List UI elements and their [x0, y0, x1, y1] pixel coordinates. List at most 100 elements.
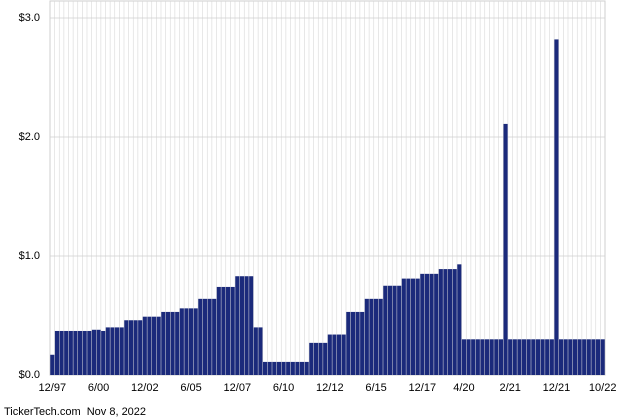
x-tick-label: 12/17 — [409, 382, 437, 394]
bar — [189, 308, 194, 375]
bar — [411, 278, 416, 375]
bar — [249, 276, 254, 375]
bar — [290, 361, 295, 375]
bar — [549, 339, 554, 375]
bar — [152, 316, 157, 375]
bar — [87, 330, 92, 375]
bar — [443, 269, 448, 375]
bar — [420, 273, 425, 375]
bar — [350, 311, 355, 375]
bar — [165, 311, 170, 375]
bar — [475, 339, 480, 375]
bar — [133, 320, 138, 375]
bar — [82, 330, 87, 375]
bar — [115, 327, 120, 375]
bar — [124, 320, 129, 375]
bar — [295, 361, 300, 375]
bar — [193, 308, 198, 375]
bar — [263, 361, 268, 375]
bar — [387, 285, 392, 375]
bar — [221, 286, 226, 375]
bar — [415, 278, 420, 375]
bar — [540, 339, 545, 375]
bar — [212, 298, 217, 375]
x-tick-label: 6/05 — [180, 382, 201, 394]
bar — [101, 330, 106, 375]
x-tick-label: 12/02 — [131, 382, 159, 394]
bar — [272, 361, 277, 375]
bar — [457, 264, 462, 375]
bar — [300, 361, 305, 375]
bar — [128, 320, 133, 375]
bar — [202, 298, 207, 375]
bar — [304, 361, 309, 375]
bar — [73, 330, 78, 375]
bar — [448, 269, 453, 375]
bar — [466, 339, 471, 375]
bar — [401, 278, 406, 375]
bar — [91, 329, 96, 375]
y-tick-label: $1.0 — [19, 250, 40, 262]
x-tick-label: 12/21 — [543, 382, 571, 394]
bar — [406, 278, 411, 375]
bar — [374, 298, 379, 375]
bar — [489, 339, 494, 375]
bar — [392, 285, 397, 375]
bar — [142, 316, 147, 375]
bar — [397, 285, 402, 375]
bar — [378, 298, 383, 375]
bar — [175, 311, 180, 375]
bar — [424, 273, 429, 375]
bar — [591, 339, 596, 375]
bar — [341, 334, 346, 375]
bar — [503, 123, 508, 375]
bar — [452, 269, 457, 375]
x-tick-label: 2/21 — [499, 382, 520, 394]
bar — [207, 298, 212, 375]
bar — [526, 339, 531, 375]
bar — [600, 339, 605, 375]
bar — [586, 339, 591, 375]
bar — [59, 330, 64, 375]
x-tick-label: 6/00 — [88, 382, 109, 394]
bar — [281, 361, 286, 375]
vertical-grid — [54, 1, 601, 375]
bar — [531, 339, 536, 375]
x-tick-label: 12/12 — [316, 382, 344, 394]
bar — [364, 298, 369, 375]
bar — [480, 339, 485, 375]
bar — [485, 339, 490, 375]
x-tick-label: 6/15 — [365, 382, 386, 394]
bar — [179, 308, 184, 375]
x-tick-label: 4/20 — [453, 382, 474, 394]
bar — [346, 311, 351, 375]
bar — [337, 334, 342, 375]
bar — [438, 269, 443, 375]
source-note: TickerTech.com Nov 8, 2022 — [4, 406, 146, 418]
bar — [313, 342, 318, 375]
bar — [369, 298, 374, 375]
bar — [239, 276, 244, 375]
bar — [235, 276, 240, 375]
bar — [253, 327, 258, 375]
bar — [318, 342, 323, 375]
bar — [147, 316, 152, 375]
bar — [554, 39, 559, 376]
bar — [360, 311, 365, 375]
bar — [332, 334, 337, 375]
bar — [110, 327, 115, 375]
bar — [383, 285, 388, 375]
x-tick-label: 6/10 — [273, 382, 294, 394]
bar — [327, 334, 332, 375]
bar — [596, 339, 601, 375]
bar — [216, 286, 221, 375]
bar — [230, 286, 235, 375]
bar — [105, 327, 110, 375]
bar — [309, 342, 314, 375]
bar — [226, 286, 231, 375]
bar — [559, 339, 564, 375]
x-tick-label: 12/97 — [39, 382, 67, 394]
bar — [429, 273, 434, 375]
